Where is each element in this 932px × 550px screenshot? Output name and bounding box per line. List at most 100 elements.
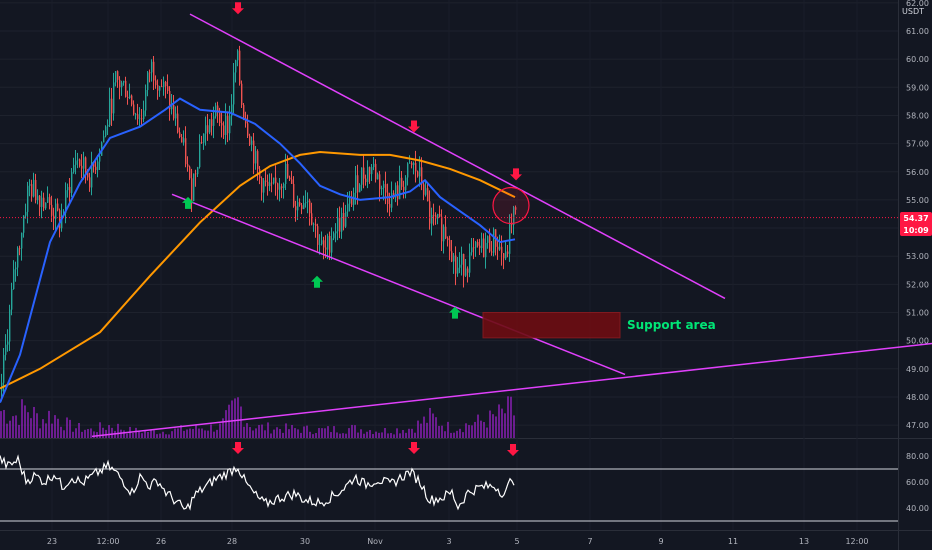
candle-body (187, 164, 189, 167)
candle-body (351, 196, 353, 205)
volume-bar (84, 429, 86, 438)
volume-bar (18, 424, 20, 438)
candle-body (385, 184, 387, 193)
volume-bar (201, 428, 203, 438)
candle-body (295, 206, 297, 211)
down-arrow-icon (510, 168, 522, 181)
volume-bar (45, 423, 47, 438)
trendlines[interactable] (91, 13, 932, 438)
price-tick-label: 59.00 (906, 83, 929, 92)
candle-body (349, 196, 351, 204)
trendline[interactable] (171, 193, 626, 376)
rsi-pane[interactable] (0, 442, 898, 522)
candle-body (479, 245, 481, 249)
candle-body (91, 162, 93, 188)
rsi-axis[interactable]: 80.00 60.00 40.00 (906, 452, 929, 513)
candle-body (395, 185, 397, 198)
candle-body (167, 86, 169, 91)
ema-fast-line[interactable] (0, 97, 516, 403)
candle-body (29, 184, 31, 186)
candle-body (279, 186, 281, 190)
candle-body (195, 173, 197, 175)
volume-bar (315, 432, 317, 438)
price-tick-label: 56.00 (906, 168, 929, 177)
candle-body (93, 162, 95, 167)
volume-bar (174, 428, 176, 438)
candle-body (241, 83, 243, 105)
candle-body (437, 213, 439, 219)
ema-slow-line[interactable] (0, 150, 516, 390)
volume-bar (138, 431, 140, 438)
volume-bar (27, 412, 29, 438)
volume-bar (489, 410, 491, 438)
candle-body (509, 223, 511, 254)
candle-body (143, 110, 145, 120)
volume-bar (420, 423, 422, 438)
volume-bar (3, 409, 5, 438)
up-arrow-icon (311, 275, 323, 288)
candle-body (313, 223, 315, 225)
volume-bar (345, 433, 347, 438)
volume-bar (153, 430, 155, 438)
volume-bar (255, 428, 257, 438)
volume-bar (402, 430, 404, 438)
trendline[interactable] (91, 342, 932, 438)
time-tick-label: 5 (514, 537, 519, 546)
support-zone-label: Support area (627, 318, 716, 332)
trendline[interactable] (189, 13, 726, 300)
candle-body (493, 229, 495, 253)
candle-body (87, 172, 89, 178)
volume-bar (75, 428, 77, 438)
candle-body (223, 125, 225, 136)
candle-body (47, 197, 49, 203)
volume-bar (183, 430, 185, 438)
candle-body (287, 163, 289, 178)
candle-body (343, 212, 345, 227)
rsi-line[interactable] (0, 454, 515, 511)
candle-body (103, 136, 105, 143)
volume-bar (162, 431, 164, 438)
volume-bar (501, 408, 503, 438)
annotations[interactable]: Support area (0, 186, 898, 339)
highlight-circle[interactable] (492, 186, 530, 225)
candle-body (257, 151, 259, 170)
candle-body (503, 253, 505, 259)
signal-arrows[interactable] (182, 2, 522, 319)
moving-averages[interactable] (0, 97, 516, 403)
candle-body (477, 242, 479, 246)
candle-body (273, 177, 275, 184)
candle-body (231, 104, 233, 117)
candle-body (147, 72, 149, 91)
candle-body (339, 217, 341, 232)
candle-body (135, 114, 137, 115)
candle-body (455, 255, 457, 274)
candle-body (283, 184, 285, 188)
volume-bar (237, 397, 239, 438)
candle-body (159, 86, 161, 91)
price-tick-label: 52.00 (906, 280, 929, 289)
volume-bar (24, 405, 26, 438)
candle-body (239, 50, 241, 84)
volume-bar (15, 415, 17, 438)
candle-body (131, 95, 133, 105)
candle-body (115, 71, 117, 83)
volume-bar (63, 430, 65, 438)
support-zone[interactable] (482, 312, 621, 339)
candle-body (513, 207, 515, 226)
volume-bar (126, 433, 128, 438)
candle-body (371, 167, 373, 175)
candle-body (475, 242, 477, 248)
candle-body (37, 195, 39, 201)
volume-bar (51, 423, 53, 438)
volume-bar (189, 428, 191, 438)
candle-body (373, 163, 375, 168)
time-tick-label: 3 (446, 537, 451, 546)
volume-bar (282, 432, 284, 438)
time-axis[interactable]: 23 12:00 26 28 30 Nov 3 5 7 9 11 13 12:00 (47, 537, 869, 546)
volume-bar (60, 426, 62, 438)
volume-bar (198, 428, 200, 438)
volume-bar (90, 428, 92, 438)
candle-body (391, 193, 393, 208)
candle-body (277, 183, 279, 190)
